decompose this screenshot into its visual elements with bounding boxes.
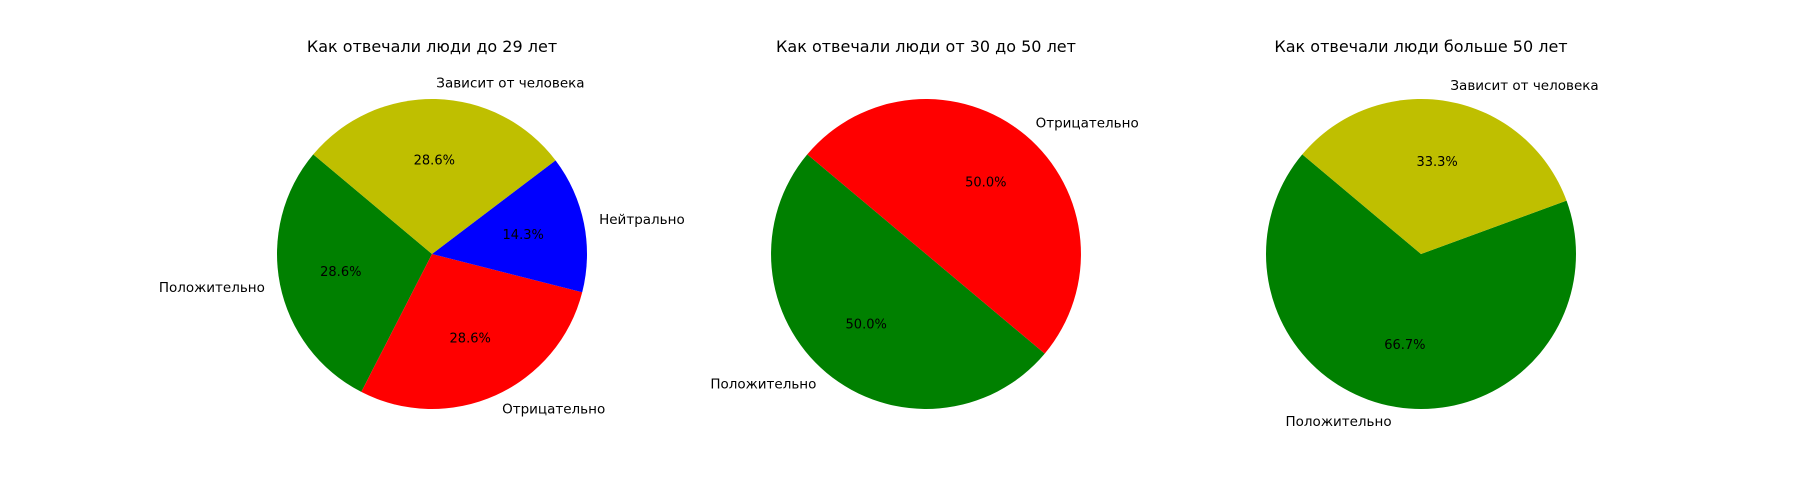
pie-slice: [313, 98, 556, 254]
slice-category-label: Нейтрально: [599, 212, 685, 228]
slice-percent-label: 28.6%: [414, 154, 455, 169]
slice-percent-label: 33.3%: [1416, 155, 1457, 170]
slice-category-label: Положительно: [159, 280, 265, 296]
slice-category-label: Положительно: [1286, 414, 1392, 430]
slice-percent-label: 28.6%: [450, 331, 491, 346]
pie-slice: [1302, 98, 1567, 254]
slice-category-label: Положительно: [710, 377, 816, 393]
slice-category-label: Зависит от человека: [436, 76, 584, 92]
pie-chart-3: Как отвечали люди больше 50 лет 66.7% Пол…: [1265, 37, 1599, 430]
pie-slice: [807, 99, 1081, 354]
slice-category-label: Отрицательно: [502, 401, 605, 417]
pie-slice: [276, 154, 432, 392]
slice-percent-label: 50.0%: [965, 175, 1006, 190]
slice-percent-label: 50.0%: [846, 318, 887, 333]
slice-category-label: Зависит от человека: [1450, 78, 1598, 94]
pie-slice: [432, 160, 588, 293]
slice-percent-label: 28.6%: [320, 265, 361, 280]
slice-percent-label: 66.7%: [1384, 338, 1425, 353]
pie-chart-2: Как отвечали люди от 30 до 50 лет 50.0% П…: [710, 37, 1139, 409]
pie-slice: [1265, 154, 1576, 409]
chart-title: Как отвечали люди от 30 до 50 лет: [776, 37, 1076, 56]
pie-slices: 28.6% Положительно 28.6% Отрицательно 14.3% Н…: [159, 76, 685, 418]
slice-percent-label: 14.3%: [503, 228, 544, 243]
chart-title: Как отвечали люди больше 50 лет: [1274, 37, 1567, 56]
pie-slices: 66.7% Положительно 33.3% Зависит от человек…: [1265, 78, 1599, 430]
pie-slices: 50.0% Положительно 50.0% Отрицательно: [710, 99, 1139, 409]
slice-category-label: Отрицательно: [1036, 115, 1139, 131]
pie-chart-1: Как отвечали люди до 29 лет 28.6% Положит…: [159, 37, 685, 417]
chart-title: Как отвечали люди до 29 лет: [307, 37, 557, 56]
pie-slice: [771, 154, 1045, 409]
pie-slice: [361, 254, 583, 410]
